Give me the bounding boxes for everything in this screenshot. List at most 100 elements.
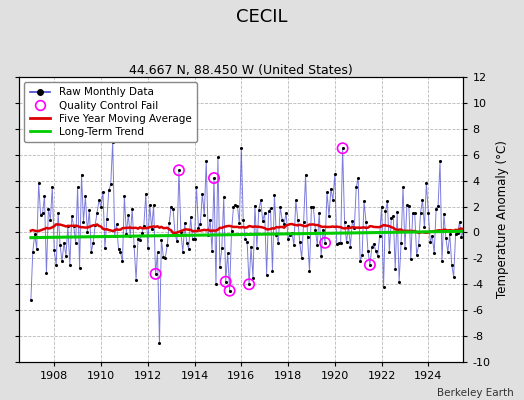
Point: [38, 210, 47, 216]
Point: [146, 202, 154, 208]
Point: [434, 202, 442, 209]
Point: [79, 218, 88, 225]
Point: [214, 154, 222, 160]
Point: [336, 239, 345, 246]
Point: [217, 245, 226, 252]
Point: [465, 235, 474, 242]
Point: [136, 237, 144, 243]
Point: [174, 167, 183, 174]
Point: [56, 242, 64, 249]
Point: [93, 210, 101, 216]
Text: CECIL: CECIL: [236, 8, 288, 26]
Point: [292, 197, 300, 203]
Point: [418, 197, 427, 203]
Point: [189, 236, 197, 242]
Point: [54, 210, 62, 216]
Point: [95, 197, 103, 203]
Point: [374, 252, 382, 259]
Point: [212, 281, 220, 287]
Point: [42, 270, 51, 276]
Point: [255, 207, 263, 213]
Point: [414, 242, 423, 248]
Point: [284, 236, 292, 242]
Point: [461, 233, 470, 240]
Point: [111, 232, 119, 239]
Point: [290, 242, 298, 248]
Point: [101, 245, 109, 251]
Point: [440, 211, 448, 217]
Point: [339, 145, 347, 152]
Point: [311, 226, 320, 233]
Point: [447, 262, 456, 268]
Point: [251, 203, 259, 209]
Point: [467, 222, 475, 228]
Point: [144, 245, 152, 251]
Point: [174, 167, 183, 174]
Point: [126, 233, 135, 239]
Point: [346, 243, 355, 250]
Point: [105, 187, 113, 194]
Point: [344, 223, 353, 229]
Point: [73, 184, 82, 190]
Point: [432, 206, 440, 212]
Point: [403, 202, 411, 209]
Point: [27, 296, 35, 303]
Point: [245, 281, 253, 288]
Point: [70, 223, 78, 229]
Point: [321, 240, 329, 246]
Point: [333, 241, 341, 248]
Point: [360, 198, 368, 204]
Point: [387, 214, 396, 221]
Point: [130, 243, 138, 250]
Point: [40, 193, 49, 199]
Point: [124, 212, 133, 218]
Point: [173, 238, 181, 244]
Point: [196, 220, 204, 227]
Point: [48, 184, 57, 190]
Point: [227, 228, 236, 234]
Point: [83, 229, 92, 235]
Point: [257, 197, 265, 203]
Point: [366, 262, 374, 268]
Point: [354, 175, 363, 181]
Point: [276, 204, 285, 210]
Point: [163, 242, 171, 248]
Point: [112, 221, 121, 228]
Point: [401, 245, 409, 251]
Point: [190, 236, 199, 242]
Point: [91, 222, 100, 228]
Point: [122, 230, 130, 237]
Point: [399, 184, 407, 190]
Point: [169, 206, 177, 212]
Point: [103, 216, 111, 222]
Point: [266, 205, 275, 212]
Point: [167, 203, 176, 210]
Point: [36, 211, 45, 218]
Y-axis label: Temperature Anomaly (°C): Temperature Anomaly (°C): [496, 140, 509, 298]
Point: [71, 240, 80, 246]
Point: [222, 278, 230, 285]
Point: [52, 262, 60, 268]
Point: [66, 262, 74, 268]
Point: [187, 214, 195, 220]
Point: [171, 231, 179, 238]
Point: [97, 203, 105, 210]
Point: [405, 203, 413, 209]
Point: [358, 252, 366, 258]
Point: [247, 244, 255, 250]
Point: [216, 263, 224, 270]
Point: [99, 188, 107, 195]
Point: [78, 172, 86, 178]
Point: [62, 252, 70, 259]
Point: [243, 239, 252, 245]
Point: [457, 234, 466, 240]
Point: [210, 175, 218, 181]
Point: [395, 278, 403, 285]
Point: [239, 216, 247, 223]
Point: [268, 268, 277, 274]
Point: [241, 236, 249, 242]
Point: [323, 189, 331, 196]
Point: [210, 175, 218, 181]
Point: [305, 268, 314, 274]
Point: [159, 254, 168, 260]
